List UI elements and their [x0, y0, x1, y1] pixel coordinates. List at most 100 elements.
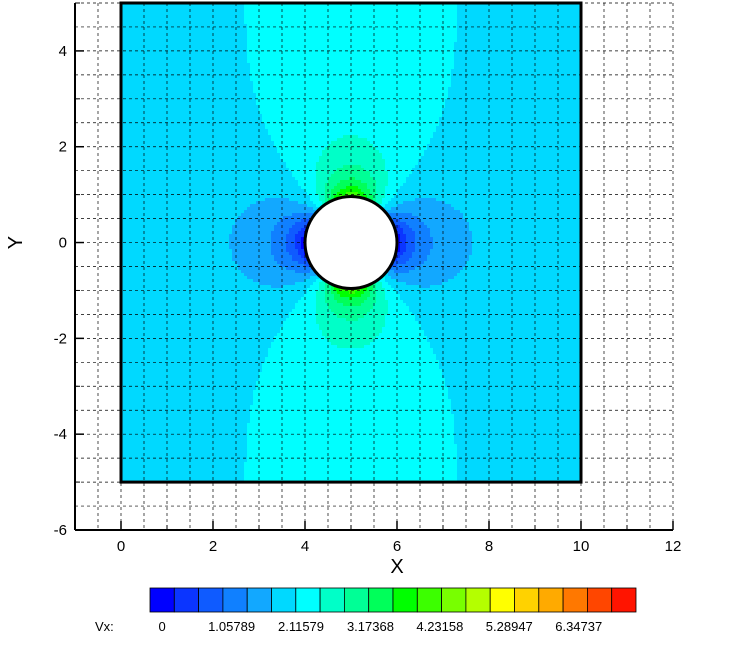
contour-cell	[436, 24, 440, 28]
contour-cell	[574, 93, 578, 97]
contour-cell	[421, 72, 425, 76]
contour-cell	[223, 81, 227, 85]
contour-cell	[388, 57, 392, 61]
contour-cell	[403, 12, 407, 16]
contour-cell	[253, 39, 257, 43]
contour-cell	[532, 87, 536, 91]
contour-cell	[304, 18, 308, 22]
contour-cell	[160, 99, 164, 103]
contour-cell	[283, 93, 287, 97]
contour-cell	[352, 3, 356, 7]
contour-cell	[520, 96, 524, 100]
contour-cell	[193, 75, 197, 79]
contour-cell	[565, 36, 569, 40]
contour-cell	[529, 24, 533, 28]
contour-cell	[514, 33, 518, 37]
contour-cell	[274, 12, 278, 16]
contour-cell	[547, 3, 551, 7]
contour-cell	[139, 87, 143, 91]
contour-cell	[238, 24, 242, 28]
contour-cell	[277, 9, 281, 13]
contour-cell	[355, 48, 359, 52]
contour-cell	[286, 6, 290, 10]
contour-cell	[325, 66, 329, 70]
contour-cell	[340, 87, 344, 91]
contour-cell	[277, 66, 281, 70]
contour-cell	[355, 84, 359, 88]
contour-cell	[352, 84, 356, 88]
contour-cell	[172, 69, 176, 73]
contour-cell	[325, 27, 329, 31]
contour-cell	[421, 9, 425, 13]
contour-cell	[424, 24, 428, 28]
contour-cell	[202, 57, 206, 61]
contour-cell	[142, 66, 146, 70]
contour-cell	[514, 48, 518, 52]
contour-cell	[526, 93, 530, 97]
contour-cell	[544, 48, 548, 52]
contour-cell	[508, 72, 512, 76]
contour-cell	[148, 69, 152, 73]
contour-cell	[391, 78, 395, 82]
contour-cell	[550, 66, 554, 70]
contour-cell	[238, 93, 242, 97]
contour-cell	[250, 84, 254, 88]
contour-cell	[475, 69, 479, 73]
contour-cell	[445, 75, 449, 79]
contour-cell	[283, 99, 287, 103]
contour-cell	[367, 24, 371, 28]
contour-cell	[271, 75, 275, 79]
contour-cell	[304, 96, 308, 100]
contour-cell	[226, 42, 230, 46]
contour-cell	[124, 93, 128, 97]
contour-cell	[172, 30, 176, 34]
contour-cell	[469, 63, 473, 67]
contour-cell	[142, 48, 146, 52]
contour-cell	[202, 36, 206, 40]
contour-cell	[376, 15, 380, 19]
contour-cell	[145, 54, 149, 58]
contour-cell	[208, 57, 212, 61]
contour-cell	[520, 42, 524, 46]
contour-cell	[229, 36, 233, 40]
contour-cell	[493, 42, 497, 46]
contour-cell	[565, 96, 569, 100]
contour-cell	[412, 78, 416, 82]
contour-cell	[295, 99, 299, 103]
contour-cell	[199, 60, 203, 64]
contour-cell	[121, 6, 125, 10]
contour-cell	[250, 93, 254, 97]
contour-cell	[394, 78, 398, 82]
contour-cell	[292, 69, 296, 73]
contour-cell	[208, 24, 212, 28]
contour-cell	[499, 33, 503, 37]
contour-cell	[454, 30, 458, 34]
contour-cell	[559, 33, 563, 37]
contour-cell	[262, 15, 266, 19]
contour-cell	[409, 42, 413, 46]
contour-cell	[526, 12, 530, 16]
contour-cell	[400, 36, 404, 40]
contour-cell	[208, 48, 212, 52]
contour-cell	[514, 90, 518, 94]
contour-cell	[538, 72, 542, 76]
contour-cell	[430, 66, 434, 70]
contour-cell	[559, 87, 563, 91]
contour-cell	[286, 87, 290, 91]
contour-cell	[544, 66, 548, 70]
contour-cell	[304, 84, 308, 88]
contour-cell	[229, 6, 233, 10]
contour-cell	[394, 60, 398, 64]
contour-cell	[211, 24, 215, 28]
contour-cell	[550, 30, 554, 34]
contour-cell	[301, 48, 305, 52]
contour-cell	[529, 63, 533, 67]
contour-cell	[427, 30, 431, 34]
contour-cell	[409, 84, 413, 88]
contour-cell	[277, 30, 281, 34]
contour-cell	[283, 30, 287, 34]
contour-cell	[241, 12, 245, 16]
contour-cell	[535, 63, 539, 67]
contour-cell	[265, 39, 269, 43]
contour-cell	[559, 15, 563, 19]
